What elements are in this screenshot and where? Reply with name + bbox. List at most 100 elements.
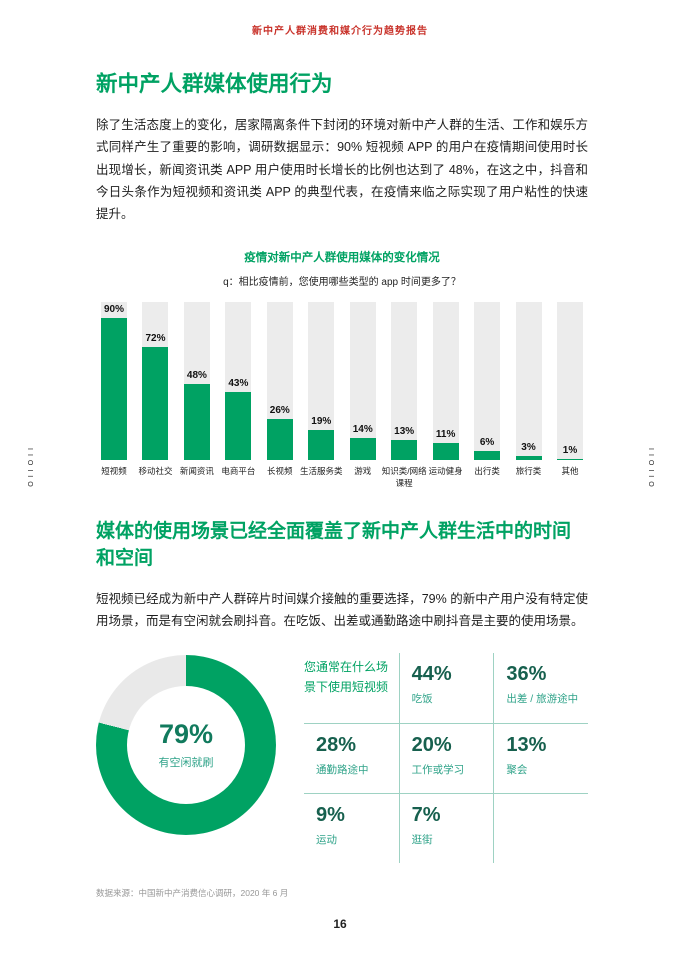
bar-column: 43% 电商平台 — [220, 302, 256, 489]
scene-label: 聚会 — [506, 763, 528, 776]
bar-chart-title: 疫情对新中产人群使用媒体的变化情况 — [244, 252, 440, 265]
bar-fill — [183, 384, 210, 461]
donut-hole: 79% 有空闲就刷 — [127, 685, 245, 804]
bar-track: 3% — [515, 302, 542, 461]
scene-value: 36% — [506, 662, 547, 685]
scene-label: 通勤路途中 — [316, 763, 369, 776]
bar-track: 1% — [556, 302, 583, 461]
bar-chart: 疫情对新中产人群使用媒体的变化情况 q：相比疫情前，您使用哪些类型的 app 时… — [96, 249, 588, 489]
bar-fill — [432, 442, 459, 461]
scene-label: 运动 — [316, 833, 337, 846]
bar-track: 48% — [183, 302, 210, 461]
section1-body: 除了生活态度上的变化，居家隔离条件下封闭的环境对新中产人群的生活、工作和娱乐方式… — [96, 118, 588, 222]
scene-cell-empty — [493, 792, 588, 863]
bar-column: 72% 移动社交 — [137, 302, 173, 489]
bar-value-label: 90% — [103, 304, 125, 316]
bar-value-label: 1% — [562, 444, 578, 456]
bar-category-label: 新闻资讯 — [179, 466, 214, 477]
scene-label: 逛街 — [411, 833, 433, 846]
scene-label: 吃饭 — [411, 692, 433, 705]
bar-fill — [101, 318, 127, 461]
bar-category-label: 出行类 — [474, 466, 500, 477]
section1-title: 新中产人群媒体使用行为 — [96, 72, 333, 96]
scene-label: 出差 / 旅游途中 — [506, 692, 579, 705]
bar-column: 6% 出行类 — [469, 302, 505, 489]
scene-value: 44% — [411, 662, 452, 685]
page-content: 新中产人群媒体使用行为 除了生活态度上的变化，居家隔离条件下封闭的环境对新中产人… — [96, 0, 588, 899]
bar-value-label: 48% — [186, 370, 207, 382]
bar-value-label: 43% — [228, 378, 249, 390]
bar-value-label: 11% — [435, 428, 456, 440]
document-header-title: 新中产人群消费和媒介行为趋势报告 — [252, 26, 428, 37]
donut-center-label: 有空闲就刷 — [158, 757, 214, 770]
bar-column: 3% 旅行类 — [511, 302, 547, 489]
page-number: 16 — [333, 917, 347, 931]
section2-body: 短视频已经成为新中产人群碎片时间媒介接触的重要选择，79% 的新中产用户没有特定… — [96, 592, 588, 629]
scene-usage-grid: 您通常在什么场景下使用短视频 44% 吃饭 36% 出差 / 旅游途中 28% 通勤路途中 2… — [304, 652, 588, 863]
bar-fill — [308, 430, 335, 461]
bar-track: 14% — [349, 302, 376, 461]
bar-category-label: 知识类/网络课程 — [381, 466, 427, 488]
bar-column: 11% 运动健身 — [428, 302, 464, 489]
bar-category-label: 短视频 — [101, 466, 127, 477]
bar-column: 13% 知识类/网络课程 — [382, 302, 427, 489]
scene-value: 13% — [506, 733, 547, 756]
right-edge-mark: IIOIIO — [647, 448, 654, 491]
bar-category-label: 游戏 — [354, 466, 372, 477]
bar-category-label: 生活服务类 — [300, 466, 343, 477]
bar-value-label: 6% — [479, 436, 495, 448]
bar-fill — [474, 450, 501, 461]
scene-cell: 13% 聚会 — [493, 722, 588, 793]
scene-value: 7% — [411, 803, 441, 826]
bar-value-label: 13% — [394, 425, 415, 437]
bar-fill — [515, 455, 542, 461]
scene-cell: 20% 工作或学习 — [398, 722, 494, 793]
bar-chart-plot: 90% 短视频 72% 移动社交 48% 新闻资讯 43% 电商平台 26% 长视频 19% 生活服务… — [96, 302, 588, 489]
scene-label: 工作或学习 — [411, 763, 465, 776]
bar-track: 6% — [474, 302, 501, 461]
bar-category-label: 运动健身 — [428, 466, 463, 477]
scene-cell: 7% 逛街 — [398, 792, 494, 863]
bar-track: 43% — [225, 302, 252, 461]
left-edge-mark: IIOIIO — [26, 448, 33, 491]
bar-fill — [266, 419, 293, 461]
bar-track: 90% — [101, 302, 127, 461]
bar-track: 13% — [391, 302, 418, 461]
scene-cell: 44% 吃饭 — [398, 652, 494, 723]
bar-fill — [225, 392, 252, 461]
bar-value-label: 19% — [311, 416, 332, 428]
scene-cell: 36% 出差 / 旅游途中 — [493, 652, 588, 723]
usage-scene-block: 79% 有空闲就刷 您通常在什么场景下使用短视频 44% 吃饭 36% 出差 / 旅游途… — [96, 651, 588, 863]
bar-column: 19% 生活服务类 — [300, 302, 343, 489]
scene-value: 28% — [316, 733, 357, 756]
bar-column: 14% 游戏 — [345, 302, 381, 489]
data-source-note: 数据来源：中国新中产消费信心调研，2020 年 6 月 — [96, 887, 289, 898]
scene-question: 您通常在什么场景下使用短视频 — [304, 659, 389, 695]
bar-column: 26% 长视频 — [262, 302, 298, 489]
bar-value-label: 72% — [145, 332, 166, 344]
section2-title: 媒体的使用场景已经全面覆盖了新中产人群生活中的时间和空间 — [96, 521, 572, 570]
bar-fill — [142, 346, 169, 461]
donut-center-value: 79% — [158, 719, 214, 750]
bar-value-label: 3% — [521, 441, 536, 453]
bar-track: 11% — [432, 302, 459, 461]
bar-category-label: 其他 — [561, 466, 579, 477]
scene-cell: 9% 运动 — [304, 792, 399, 863]
bar-track: 26% — [266, 302, 293, 461]
bar-category-label: 长视频 — [267, 466, 293, 477]
bar-fill — [349, 438, 376, 461]
scene-value: 20% — [411, 733, 452, 756]
bar-track: 72% — [142, 302, 169, 461]
bar-category-label: 移动社交 — [138, 466, 173, 477]
bar-column: 1% 其他 — [552, 302, 588, 489]
bar-category-label: 电商平台 — [221, 466, 256, 477]
bar-value-label: 14% — [352, 424, 373, 436]
bar-track: 19% — [308, 302, 335, 461]
scene-value: 9% — [316, 803, 345, 826]
bar-fill — [556, 458, 583, 461]
bar-column: 48% 新闻资讯 — [179, 302, 215, 489]
scene-cell: 28% 通勤路途中 — [304, 722, 399, 793]
bar-column: 90% 短视频 — [96, 302, 132, 489]
bar-chart-subtitle: q：相比疫情前，您使用哪些类型的 app 时间更多了？ — [223, 277, 461, 289]
